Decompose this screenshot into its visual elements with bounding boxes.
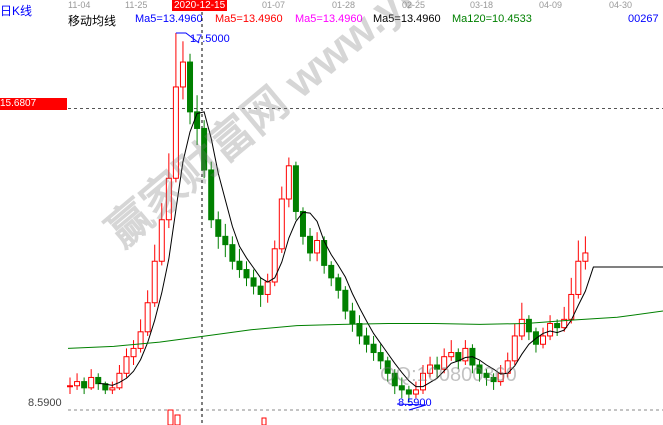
- candle-body: [67, 385, 73, 388]
- candle-body: [95, 376, 102, 385]
- chart-title: 日K线: [0, 4, 33, 18]
- candle-body: [398, 385, 405, 391]
- candle-body: [405, 389, 412, 395]
- stock-code: 00267: [628, 13, 659, 25]
- date-tick: 01-28: [332, 0, 356, 10]
- candle-body: [420, 372, 426, 391]
- candle-body: [172, 86, 179, 179]
- candle-body: [412, 389, 419, 395]
- candle-body: [222, 235, 229, 246]
- indicator-label: 移动均线: [68, 14, 117, 28]
- date-tick: 01-07: [262, 0, 286, 10]
- low-marker: [396, 403, 427, 411]
- candle-body: [264, 281, 271, 295]
- volume-bar: [261, 417, 267, 425]
- candle-body: [483, 372, 490, 378]
- candle-body: [285, 165, 292, 200]
- date-tick: 11-04: [68, 0, 91, 10]
- candle-body: [88, 376, 95, 389]
- candle-body: [511, 335, 518, 362]
- candle-body: [462, 347, 469, 362]
- candle-body: [363, 335, 370, 345]
- ma120-line: [67, 310, 663, 349]
- candle-body: [144, 302, 151, 333]
- candle-body: [109, 387, 116, 391]
- candle-body: [427, 364, 434, 374]
- candle-body: [497, 372, 504, 383]
- ma-label: Ma5=13.4960: [373, 13, 441, 25]
- candle-body: [158, 219, 165, 262]
- candle-body: [377, 352, 384, 362]
- candle-body: [74, 381, 81, 387]
- candle-body: [582, 252, 589, 262]
- candle-body: [575, 260, 582, 295]
- candle-body: [116, 372, 123, 389]
- candle-body: [335, 277, 342, 291]
- candle-body: [314, 240, 321, 254]
- candle-body: [257, 285, 264, 295]
- cursor-date-label: 2020-12-15: [172, 0, 228, 11]
- ma-label: Ma5=13.4960: [135, 13, 203, 25]
- candle-body: [137, 331, 144, 349]
- candle-body: [250, 277, 257, 287]
- candle-body: [370, 343, 377, 354]
- candle-body: [236, 260, 243, 271]
- candle-body: [215, 219, 222, 237]
- candle-body: [448, 352, 455, 358]
- high-annotation: 17.5000: [190, 33, 230, 45]
- candle-body: [328, 264, 335, 279]
- candle-body: [229, 244, 236, 262]
- candle-body: [490, 376, 497, 383]
- candle-body: [547, 323, 554, 337]
- high-marker: [175, 32, 200, 44]
- candle-body: [561, 318, 568, 329]
- candle-body: [342, 289, 349, 312]
- candle-body: [271, 248, 278, 283]
- candle-body: [179, 61, 186, 88]
- candle-body: [81, 381, 88, 389]
- ma-label: Ma120=10.4533: [452, 13, 532, 25]
- volume-bar: [167, 409, 174, 425]
- low-axis-label: 8.5900: [28, 397, 62, 409]
- candle-body: [518, 318, 525, 337]
- candle-body: [292, 165, 299, 212]
- ma-label: Ma5=13.4960: [295, 13, 363, 25]
- candle-body: [243, 269, 250, 279]
- date-tick: 03-18: [470, 0, 494, 10]
- candle-body: [278, 198, 285, 250]
- date-tick: 04-09: [539, 0, 563, 10]
- date-tick: 11-25: [125, 0, 148, 10]
- candle-body: [349, 310, 356, 324]
- candle-body: [208, 169, 215, 221]
- date-tick: 02-25: [402, 0, 426, 10]
- candle-body: [201, 127, 208, 171]
- cursor-price-label: 15.6807: [0, 98, 67, 110]
- low-annotation: 8.5900: [398, 397, 432, 409]
- volume-bar: [174, 414, 181, 425]
- candle-body: [187, 61, 194, 113]
- candle-body: [123, 356, 130, 374]
- candle-body: [299, 210, 306, 237]
- candle-body: [434, 364, 441, 370]
- candle-body: [165, 177, 172, 221]
- candle-body: [525, 318, 532, 333]
- candle-body: [476, 364, 483, 374]
- watermark-contact: QQ:100800360: [380, 364, 517, 386]
- candle-body: [554, 323, 561, 329]
- candle-body: [391, 372, 398, 387]
- candle-body: [384, 360, 391, 374]
- ma-label: Ma5=13.4960: [215, 13, 283, 25]
- candle-body: [130, 347, 137, 358]
- candle-body: [540, 335, 547, 345]
- candle-body: [441, 356, 448, 370]
- date-tick: 04-30: [609, 0, 633, 10]
- ma5-line: [98, 111, 663, 388]
- candle-body: [356, 323, 363, 337]
- candle-body: [151, 260, 158, 304]
- candle-body: [307, 235, 314, 254]
